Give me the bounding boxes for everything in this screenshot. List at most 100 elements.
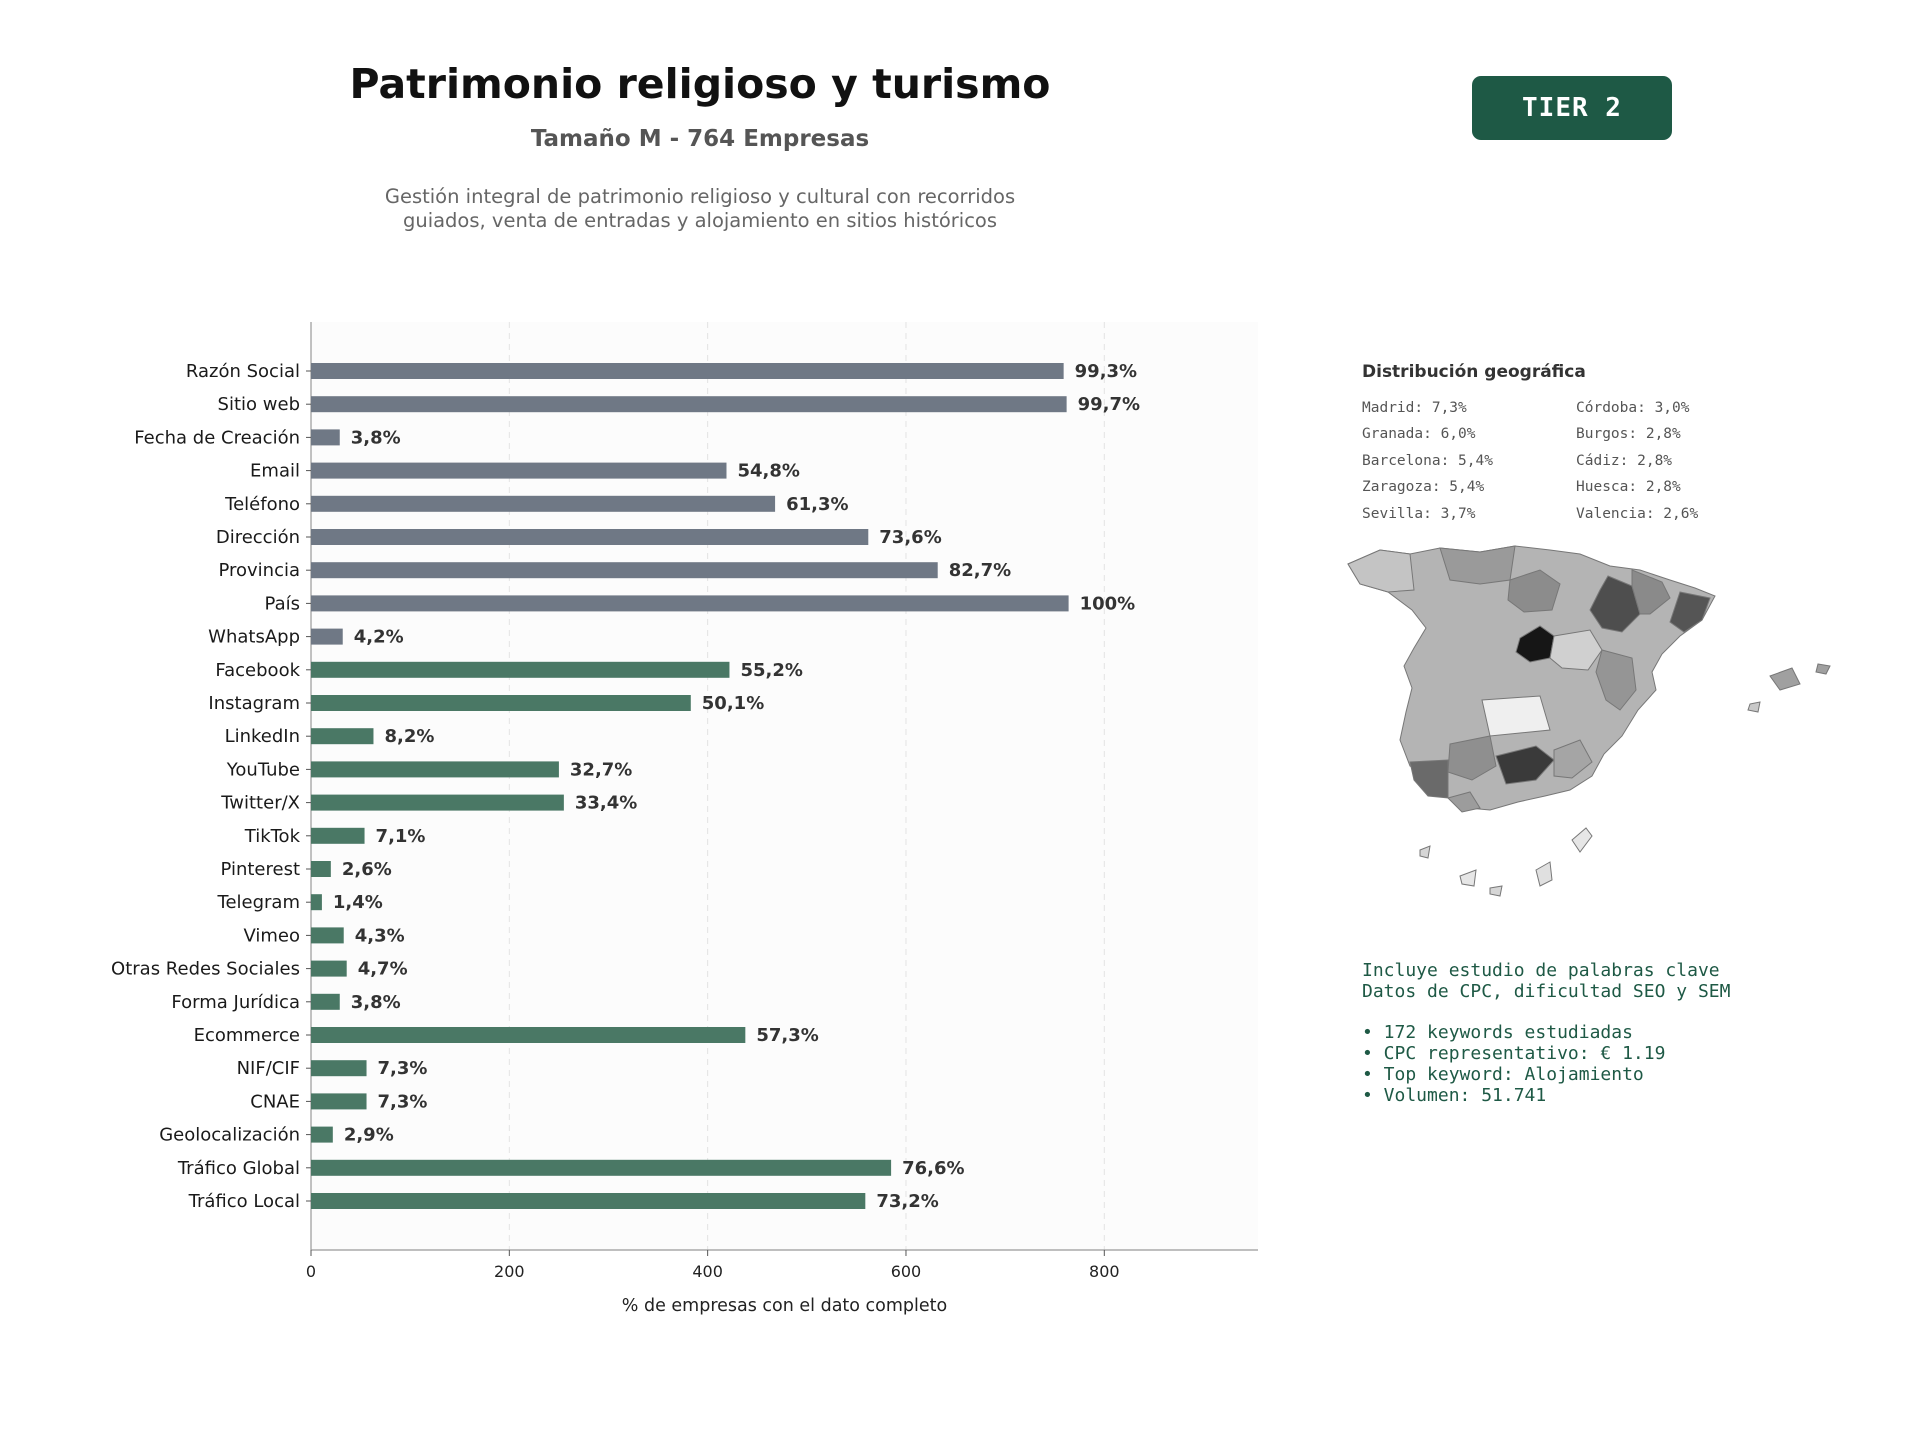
category-label: Razón Social — [186, 361, 300, 382]
data-label: 7,3% — [378, 1091, 428, 1112]
data-label: 33,4% — [575, 793, 637, 814]
data-label: 99,7% — [1078, 394, 1140, 415]
spacer — [1362, 1003, 1730, 1022]
data-label: 2,9% — [344, 1125, 394, 1146]
bar — [311, 562, 938, 579]
geo-item: Zaragoza: 5,4% — [1362, 479, 1485, 496]
category-label: NIF/CIF — [237, 1058, 300, 1079]
keyword-intro: Incluye estudio de palabras clave — [1362, 960, 1720, 981]
bar — [311, 661, 730, 678]
map-balearic-ibiza — [1747, 701, 1761, 713]
geo-list: Madrid: 7,3% Córdoba: 3,0% Granada: 6,0%… — [1362, 398, 1762, 525]
data-label: 73,6% — [879, 527, 941, 548]
category-label: Vimeo — [243, 925, 300, 946]
geo-item: Huesca: 2,8% — [1576, 479, 1681, 496]
bar — [311, 628, 343, 645]
category-label: Email — [250, 461, 300, 482]
data-label: 3,8% — [351, 427, 401, 448]
map-canary-2 — [1489, 885, 1503, 897]
map-canary-5 — [1419, 845, 1431, 859]
category-label: Instagram — [208, 693, 300, 714]
keyword-block: Incluye estudio de palabras clave Datos … — [1362, 960, 1730, 1107]
bar — [311, 1193, 866, 1209]
geo-title: Distribución geográfica — [1362, 362, 1586, 382]
x-tick-label: 0 — [306, 1262, 316, 1281]
keyword-bullet: • CPC representativo: € 1.19 — [1362, 1042, 1666, 1064]
data-label: 1,4% — [333, 892, 383, 913]
description-line: guiados, venta de entradas y alojamiento… — [402, 209, 998, 232]
data-label: 54,8% — [737, 461, 799, 482]
map-balearic-menorca — [1815, 663, 1831, 675]
geo-item: Granada: 6,0% — [1362, 426, 1476, 443]
category-label: Telegram — [217, 892, 300, 913]
map-region-barcelona — [1669, 591, 1711, 633]
map-region-valencia — [1595, 649, 1637, 711]
keyword-bullet: • Top keyword: Alojamiento — [1362, 1064, 1644, 1086]
category-label: YouTube — [226, 759, 300, 780]
bar — [311, 728, 374, 745]
page-title: Patrimonio religioso y turismo — [349, 60, 1051, 108]
bar — [311, 1126, 333, 1143]
data-label: 82,7% — [949, 560, 1011, 581]
keyword-intro: Datos de CPC, dificultad SEO y SEM — [1362, 981, 1731, 1003]
keyword-bullet: • 172 keywords estudiadas — [1362, 1021, 1633, 1043]
data-label: 7,1% — [376, 826, 426, 847]
data-label: 4,3% — [355, 925, 405, 946]
category-label: TikTok — [244, 826, 301, 847]
category-label: País — [265, 593, 300, 614]
map-region-north — [1439, 545, 1516, 585]
bar — [311, 495, 776, 512]
category-label: Facebook — [215, 660, 300, 681]
bar — [311, 1027, 746, 1043]
x-tick-label: 800 — [1089, 1262, 1120, 1281]
bar — [311, 927, 344, 944]
page-subtitle: Tamaño M - 764 Empresas — [530, 126, 870, 152]
map-region-murcia — [1553, 739, 1593, 779]
bar — [311, 595, 1069, 612]
data-label: 50,1% — [702, 693, 764, 714]
data-label: 99,3% — [1075, 361, 1137, 382]
bar — [311, 429, 340, 446]
data-label: 73,2% — [876, 1191, 938, 1212]
bar — [311, 894, 322, 911]
category-label: Geolocalización — [159, 1125, 300, 1146]
geo-item: Córdoba: 3,0% — [1576, 400, 1690, 416]
geo-item: Sevilla: 3,7% — [1362, 505, 1476, 522]
data-label: 61,3% — [786, 494, 848, 515]
bar — [311, 1060, 367, 1077]
x-tick-label: 600 — [891, 1262, 922, 1281]
bar — [311, 960, 347, 977]
data-label: 4,7% — [358, 959, 408, 980]
tier-badge: TIER 2 — [1472, 76, 1672, 140]
map-region-granada — [1495, 745, 1555, 785]
category-label: Tráfico Local — [188, 1191, 300, 1212]
map-region-cadiz — [1447, 791, 1481, 813]
category-label: Tráfico Global — [177, 1158, 300, 1179]
map-region-burgos — [1507, 569, 1561, 613]
map-region-la-mancha — [1481, 695, 1551, 737]
geo-item: Cádiz: 2,8% — [1576, 452, 1673, 469]
keyword-bullet: • Volumen: 51.741 — [1362, 1085, 1547, 1107]
bar — [311, 462, 727, 479]
geo-item: Madrid: 7,3% — [1362, 400, 1467, 416]
bar — [311, 761, 559, 778]
category-label: Provincia — [218, 560, 300, 581]
bar — [311, 993, 340, 1010]
x-axis-label: % de empresas con el dato completo — [622, 1296, 947, 1316]
data-label: 76,6% — [902, 1158, 964, 1179]
bar — [311, 396, 1067, 413]
category-label: Twitter/X — [220, 793, 300, 814]
map-region-center — [1549, 629, 1603, 671]
data-label: 7,3% — [378, 1058, 428, 1079]
data-label: 8,2% — [384, 726, 434, 747]
bar — [311, 1093, 367, 1110]
category-label: LinkedIn — [225, 726, 300, 747]
data-label: 57,3% — [756, 1025, 818, 1046]
geo-item: Burgos: 2,8% — [1576, 426, 1681, 443]
category-label: Pinterest — [220, 859, 300, 880]
bar — [311, 363, 1064, 379]
x-tick-label: 200 — [494, 1262, 525, 1281]
category-label: Sitio web — [218, 394, 300, 415]
data-label: 100% — [1080, 593, 1136, 614]
map-region-huesca — [1631, 569, 1671, 615]
